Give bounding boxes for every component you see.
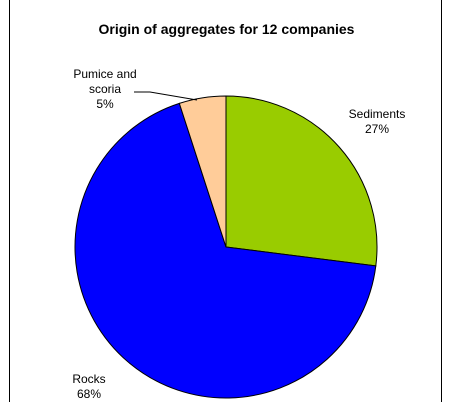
slice-label-0: Sediments 27% (349, 107, 406, 136)
chart-frame: Origin of aggregates for 12 companies (9, 0, 442, 402)
pie-slice-0 (225, 95, 378, 267)
slice-label-1: Rocks 68% (72, 372, 105, 401)
leader-line (134, 91, 198, 101)
chart-title: Origin of aggregates for 12 companies (98, 21, 355, 37)
pie-slice-2 (178, 95, 227, 248)
pie-slice-1 (74, 102, 377, 399)
slice-label-2: Pumice and scoria 5% (73, 67, 136, 111)
